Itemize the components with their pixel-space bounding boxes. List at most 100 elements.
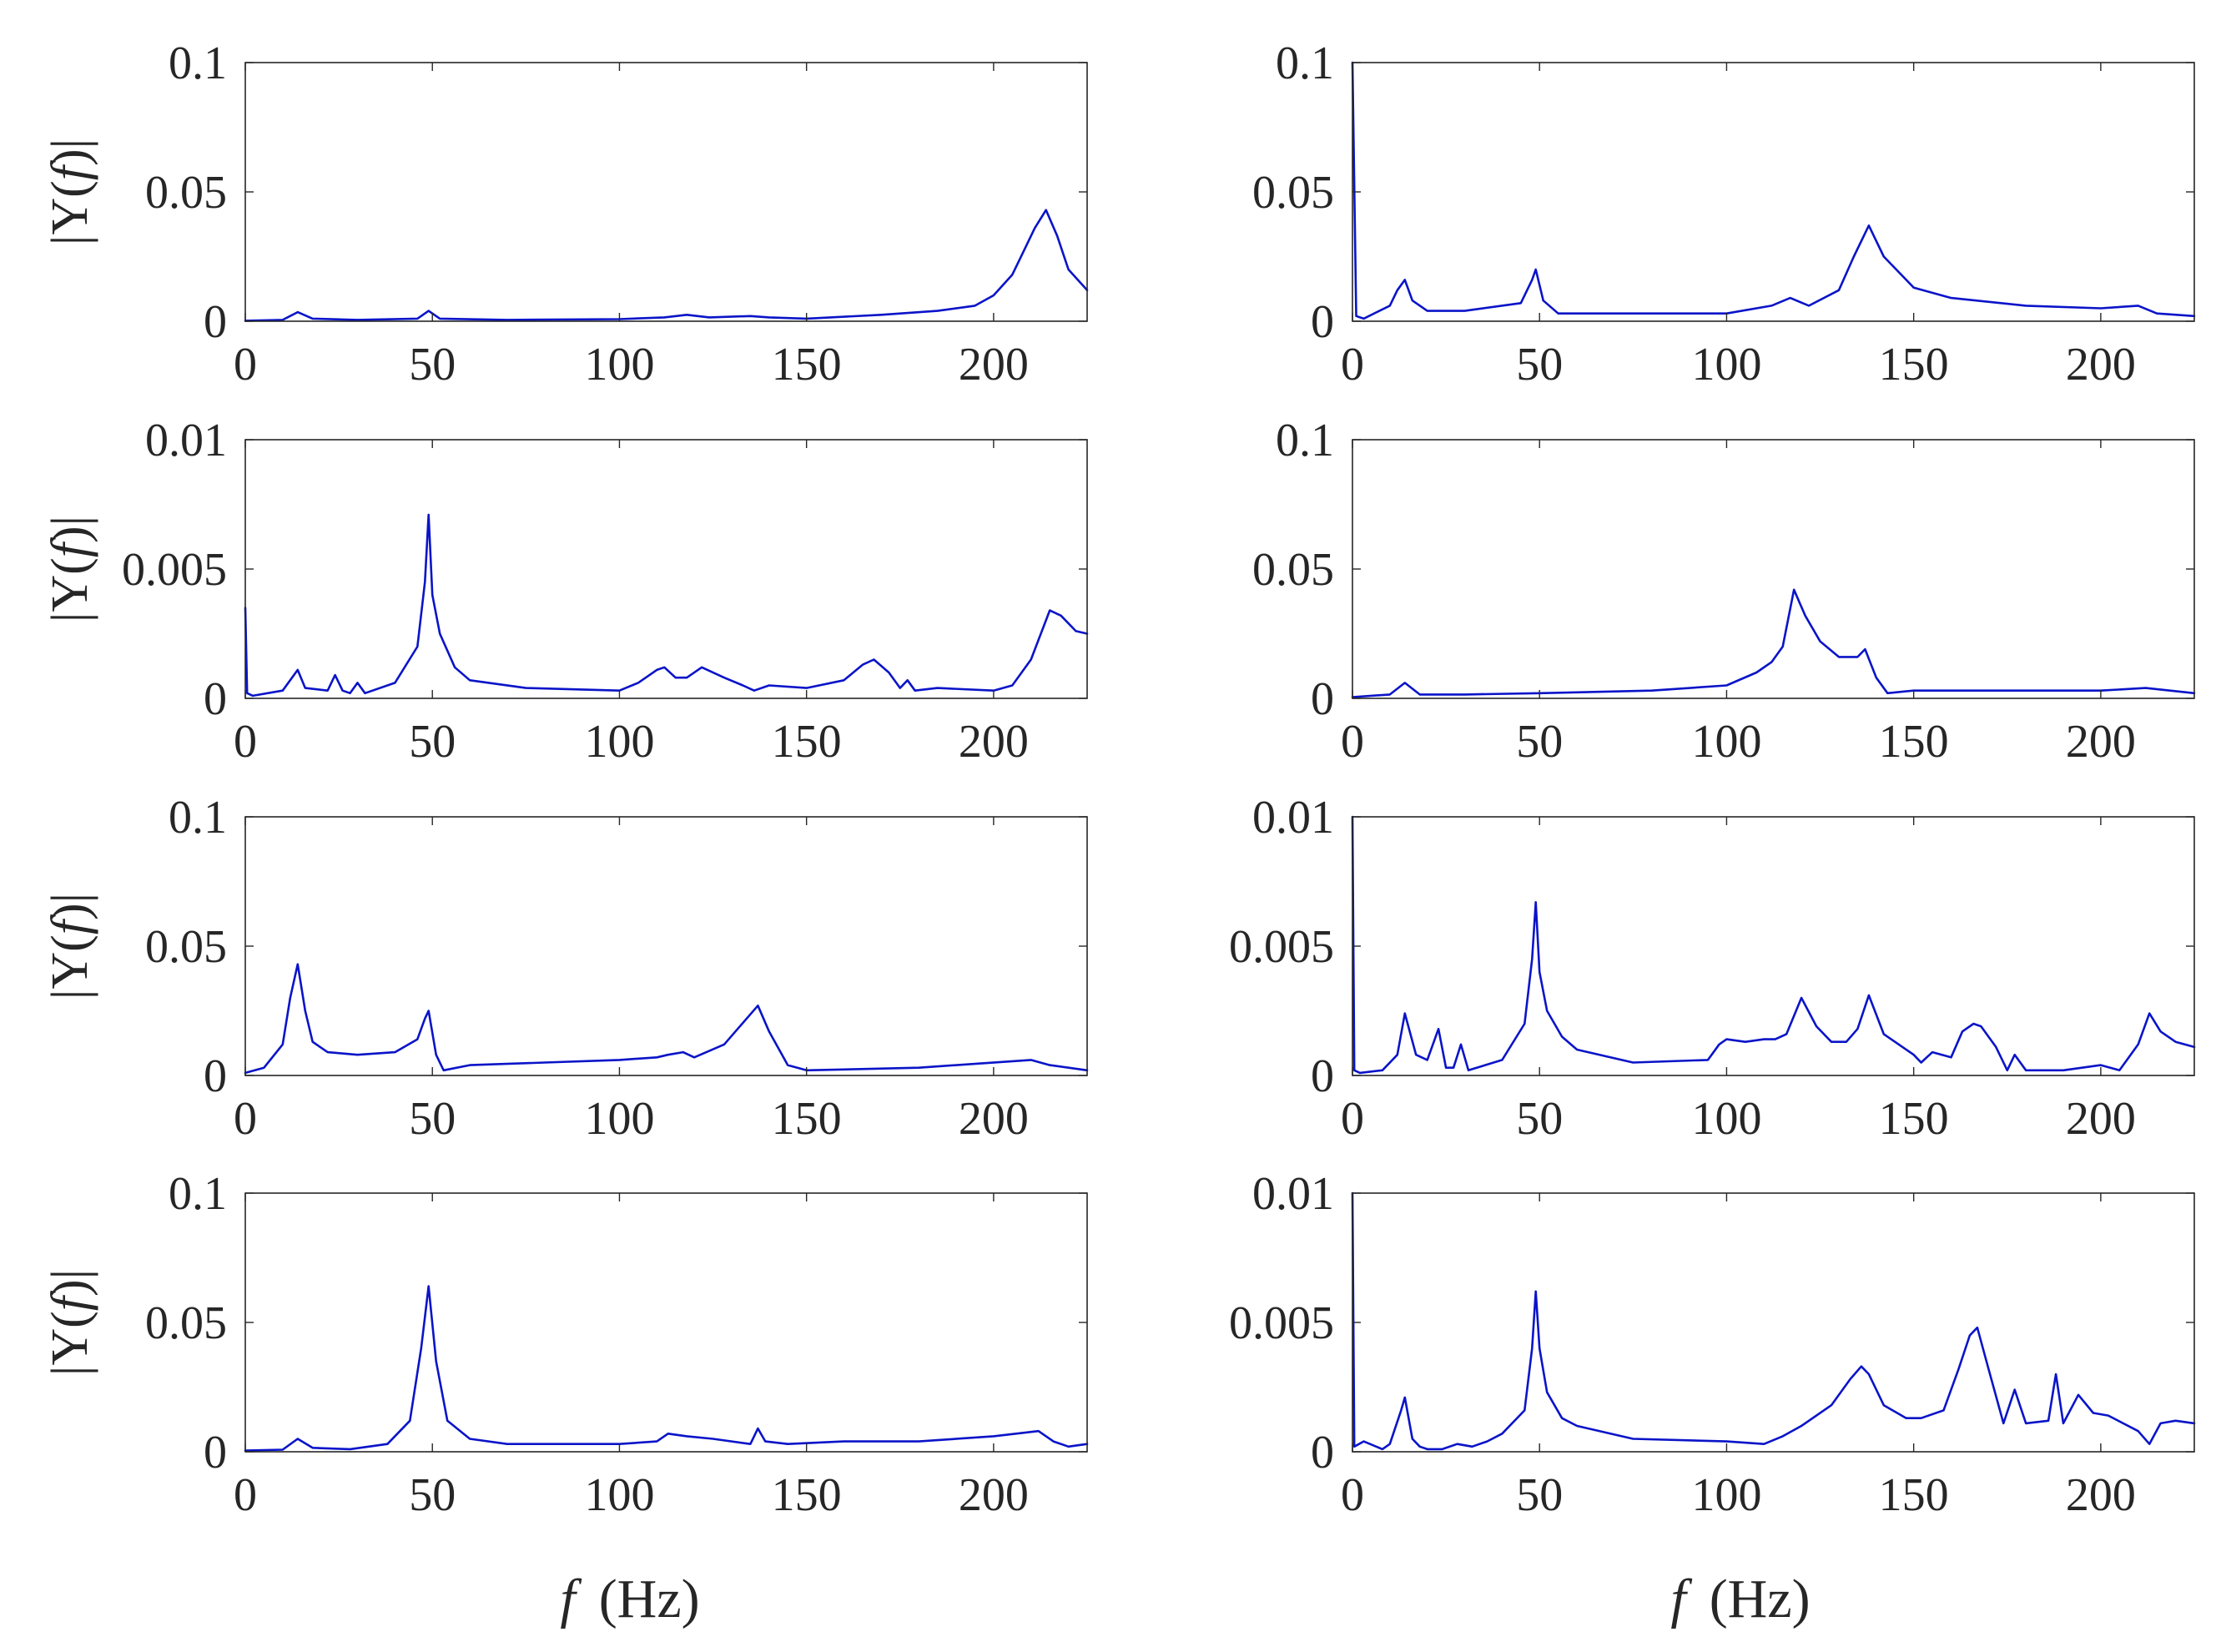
y-axis-label-prefix: |Y( <box>42 1311 98 1376</box>
y-axis-label-suffix: )| <box>42 516 98 543</box>
spectrum-line-left-3 <box>244 963 1089 1075</box>
x-tick-label: 100 <box>584 1093 654 1145</box>
axes-box-right-1 <box>1352 62 2195 322</box>
y-tick-label: 0.1 <box>169 1168 227 1220</box>
y-tick-label: 0 <box>1311 1050 1334 1102</box>
y-axis-label: |Y(f)| <box>42 516 98 622</box>
axes-box-left-1 <box>244 62 1088 322</box>
y-axis-label: |Y(f)| <box>42 139 98 245</box>
y-axis-label-prefix: |Y( <box>42 557 98 622</box>
y-tick-label: 0 <box>1311 296 1334 348</box>
x-tick-label: 200 <box>2066 1093 2136 1145</box>
y-tick-label: 0.01 <box>1252 792 1334 844</box>
spectrum-line-right-1 <box>1351 61 2196 320</box>
x-tick-label: 100 <box>1691 1093 1761 1145</box>
y-axis-label-suffix: )| <box>42 139 98 166</box>
y-tick-label: 0.05 <box>145 921 227 973</box>
x-tick-label: 150 <box>1879 1469 1949 1521</box>
spectrum-line-left-2 <box>244 513 1089 698</box>
x-tick-label: 0 <box>1341 716 1364 768</box>
spectrum-line-left-1 <box>244 209 1089 322</box>
y-tick-label: 0 <box>204 296 227 348</box>
axes-box-right-3 <box>1352 816 2195 1076</box>
x-tick-label: 100 <box>584 1469 654 1521</box>
y-tick-label: 0.1 <box>1276 38 1334 89</box>
x-tick-label: 0 <box>1341 1093 1364 1145</box>
x-axis-label-right: f (Hz) <box>1670 1569 1810 1629</box>
x-tick-label: 0 <box>234 1469 257 1521</box>
spectrum-line-right-2 <box>1351 588 2196 698</box>
y-axis-label-prefix: |Y( <box>42 934 98 1000</box>
x-tick-label: 150 <box>772 1093 842 1145</box>
y-tick-label: 0.1 <box>1276 415 1334 466</box>
x-axis-symbol: f <box>560 1569 582 1629</box>
x-tick-label: 50 <box>409 716 456 768</box>
x-tick-label: 100 <box>1691 1469 1761 1521</box>
x-tick-label: 50 <box>1516 716 1563 768</box>
x-tick-label: 200 <box>2066 716 2136 768</box>
y-tick-label: 0.005 <box>122 544 227 596</box>
x-tick-label: 100 <box>584 716 654 768</box>
x-tick-label: 50 <box>409 339 456 390</box>
subplot-left-4: 0 50 100 150 200 0 0.05 0.1 |Y(f)| <box>42 1168 1089 1521</box>
y-axis-label: |Y(f)| <box>42 1269 98 1376</box>
x-tick-label: 200 <box>2066 1469 2136 1521</box>
subplot-right-2: 0 50 100 150 200 0 0.05 0.1 <box>1252 415 2196 768</box>
x-tick-label: 100 <box>584 339 654 390</box>
x-tick-label: 100 <box>1691 716 1761 768</box>
x-tick-label: 50 <box>409 1093 456 1145</box>
x-tick-label: 200 <box>959 716 1029 768</box>
spectrum-line-right-3 <box>1351 815 2196 1075</box>
x-tick-label: 0 <box>1341 339 1364 390</box>
x-tick-label: 0 <box>234 339 257 390</box>
x-tick-label: 150 <box>1879 339 1949 390</box>
spectrum-line-left-4 <box>244 1285 1089 1452</box>
x-tick-label: 50 <box>1516 339 1563 390</box>
x-axis-label-left: f (Hz) <box>560 1569 699 1629</box>
subplot-right-3: 0 50 100 150 200 0 0.005 0.01 <box>1229 792 2196 1145</box>
axes-box-left-3 <box>244 816 1088 1076</box>
x-tick-label: 150 <box>772 716 842 768</box>
y-axis-label-suffix: )| <box>42 893 98 920</box>
x-tick-label: 200 <box>959 339 1029 390</box>
y-tick-label: 0.05 <box>1252 544 1334 596</box>
x-axis-symbol: f <box>1670 1569 1692 1629</box>
x-tick-label: 50 <box>1516 1469 1563 1521</box>
x-axis-unit: (Hz) <box>599 1569 700 1629</box>
x-tick-label: 150 <box>772 1469 842 1521</box>
y-tick-label: 0 <box>204 673 227 725</box>
x-tick-label: 50 <box>409 1469 456 1521</box>
y-tick-label: 0.005 <box>1229 1297 1334 1349</box>
x-tick-label: 200 <box>2066 339 2136 390</box>
x-tick-label: 0 <box>1341 1469 1364 1521</box>
x-tick-label: 200 <box>959 1093 1029 1145</box>
subplot-left-2: 0 50 100 150 200 0 0.005 0.01 |Y(f)| <box>42 415 1089 768</box>
y-tick-label: 0.005 <box>1229 921 1334 973</box>
subplot-left-3: 0 50 100 150 200 0 0.05 0.1 |Y(f)| <box>42 792 1089 1145</box>
y-axis-label: |Y(f)| <box>42 893 98 1000</box>
x-tick-label: 0 <box>234 1093 257 1145</box>
x-tick-label: 150 <box>1879 716 1949 768</box>
subplot-right-1: 0 50 100 150 200 0 0.05 0.1 <box>1252 38 2196 390</box>
y-tick-label: 0 <box>204 1050 227 1102</box>
y-tick-label: 0.01 <box>1252 1168 1334 1220</box>
spectrum-line-right-4 <box>1351 1191 2196 1451</box>
y-tick-label: 0 <box>204 1427 227 1478</box>
x-tick-label: 150 <box>1879 1093 1949 1145</box>
y-tick-label: 0 <box>1311 673 1334 725</box>
subplot-left-1: 0 50 100 150 200 0 0.05 0.1 |Y(f)| <box>42 38 1089 390</box>
y-axis-label-prefix: |Y( <box>42 180 98 245</box>
subplot-right-4: 0 50 100 150 200 0 0.005 0.01 <box>1229 1168 2196 1521</box>
x-tick-label: 100 <box>1691 339 1761 390</box>
y-tick-label: 0.05 <box>145 1297 227 1349</box>
y-tick-label: 0 <box>1311 1427 1334 1478</box>
y-tick-label: 0.1 <box>169 792 227 844</box>
y-axis-label-suffix: )| <box>42 1269 98 1297</box>
x-tick-label: 150 <box>772 339 842 390</box>
y-tick-label: 0.05 <box>1252 167 1334 219</box>
x-tick-label: 0 <box>234 716 257 768</box>
x-tick-label: 200 <box>959 1469 1029 1521</box>
x-tick-label: 50 <box>1516 1093 1563 1145</box>
